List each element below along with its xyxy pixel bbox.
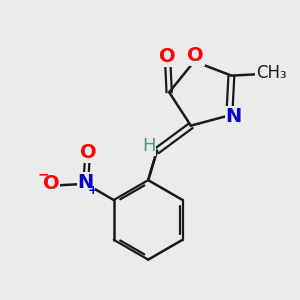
Text: O: O: [159, 46, 176, 66]
Text: O: O: [80, 143, 97, 162]
Text: −: −: [37, 167, 49, 181]
Text: N: N: [78, 173, 94, 192]
Text: H: H: [142, 137, 155, 155]
Text: CH₃: CH₃: [256, 64, 286, 82]
Text: O: O: [188, 46, 204, 65]
Text: O: O: [43, 174, 59, 193]
Text: N: N: [226, 107, 242, 126]
Text: +: +: [88, 184, 98, 197]
